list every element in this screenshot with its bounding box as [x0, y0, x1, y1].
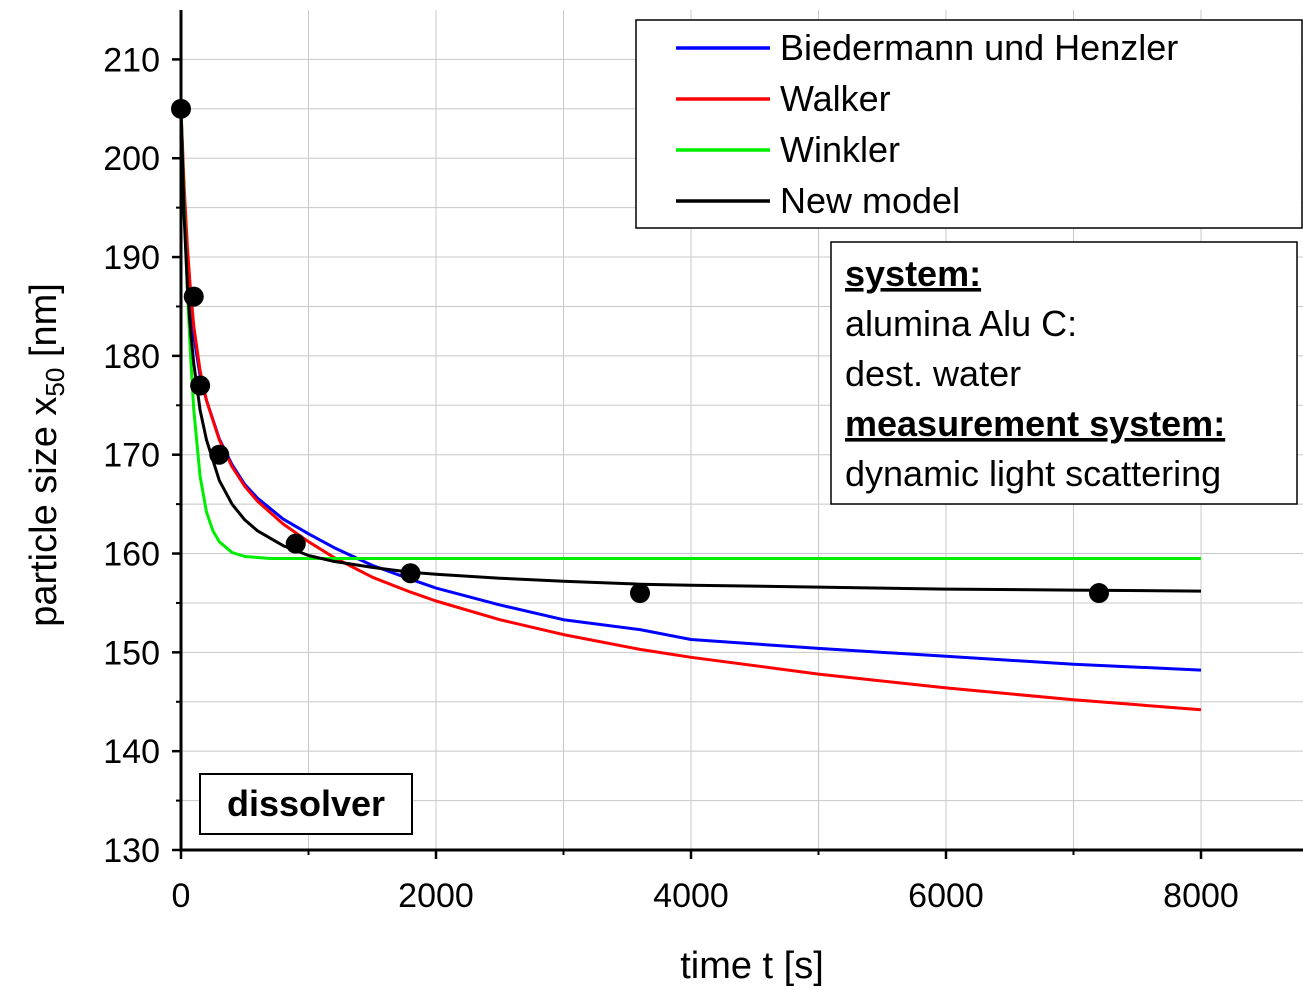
y-tick-label: 190	[103, 239, 160, 277]
x-tick-label: 0	[172, 877, 191, 915]
y-axis-label-main: particle size x	[23, 397, 65, 627]
series-line-winkler	[179, 108, 1201, 560]
legend-label: New model	[780, 180, 960, 221]
system-box-line: system:	[845, 253, 981, 294]
series-line-new-model	[179, 108, 1202, 593]
legend-label: Walker	[780, 78, 891, 119]
system-box-line: dest. water	[845, 353, 1021, 394]
y-tick-label: 210	[103, 41, 160, 79]
y-tick-label: 130	[103, 832, 160, 870]
system-box-line: dynamic light scattering	[845, 453, 1221, 494]
measurement-point	[400, 563, 421, 584]
system-annotation-box: system: alumina Alu C: dest. water measurem…	[830, 241, 1298, 505]
measurement-points	[171, 98, 1109, 604]
y-axis-label-unit: [nm]	[23, 283, 65, 367]
axes	[179, 10, 1303, 852]
system-box-frame	[830, 241, 1298, 505]
measurement-point	[1089, 583, 1109, 604]
system-box-line: measurement system:	[845, 403, 1225, 444]
series-layer	[179, 108, 1202, 712]
x-axis-label: time t [s]	[680, 945, 824, 987]
y-tick-label: 140	[103, 733, 160, 771]
x-tick-label: 8000	[1163, 877, 1239, 915]
legend-label: Winkler	[780, 129, 900, 170]
legend-box	[635, 19, 1303, 229]
dissolver-box-frame	[199, 773, 413, 835]
x-tick-label: 2000	[398, 877, 474, 915]
y-axis-label: particle size x50 [nm]	[23, 283, 70, 627]
system-box-line: alumina Alu C:	[845, 303, 1077, 344]
axis-ticks: 0 2000 4000 6000 8000 130 140 150 160 170 180 190 20…	[103, 41, 1239, 915]
x-tick-label: 4000	[653, 877, 729, 915]
dissolver-annotation: dissolver	[199, 773, 413, 835]
y-tick-label: 170	[103, 437, 160, 475]
dissolver-label: dissolver	[227, 783, 385, 824]
legend: Biedermann und Henzler Walker Winkler New m…	[635, 19, 1303, 229]
measurement-point	[285, 533, 306, 554]
y-tick-label: 160	[103, 536, 160, 574]
y-tick-label: 150	[103, 634, 160, 672]
x-tick-label: 6000	[908, 877, 984, 915]
measurement-point	[183, 286, 204, 307]
y-tick-label: 200	[103, 140, 160, 178]
series-line-walker	[179, 108, 1202, 712]
y-axis-label-subscript: 50	[40, 368, 70, 397]
y-tick-label: 180	[103, 338, 160, 376]
legend-label: Biedermann und Henzler	[780, 27, 1178, 68]
measurement-point	[630, 583, 650, 604]
measurement-point	[190, 375, 211, 396]
measurement-point	[209, 444, 230, 465]
